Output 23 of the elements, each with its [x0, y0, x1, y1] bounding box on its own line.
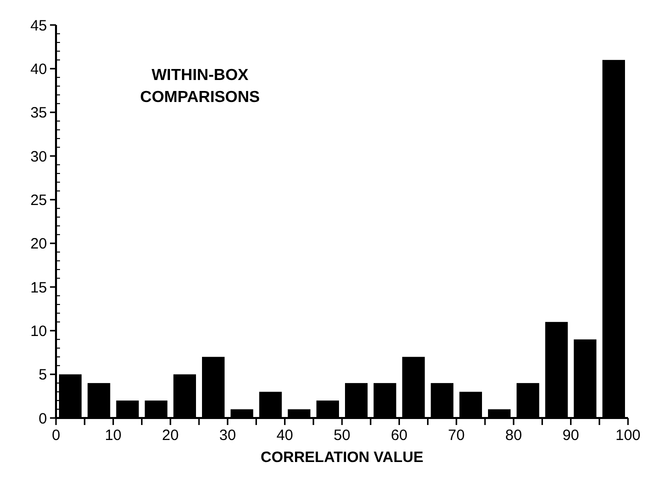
- y-tick-label: 10: [30, 322, 47, 340]
- x-tick-label: 100: [615, 427, 641, 444]
- y-tick-label: 45: [30, 17, 47, 34]
- x-axis-title: CORRELATION VALUE: [260, 449, 424, 466]
- x-tick-label: 50: [334, 427, 350, 444]
- y-tick-label: 25: [30, 192, 47, 209]
- x-tick-label: 90: [562, 427, 580, 444]
- y-tick-label: 15: [30, 279, 47, 296]
- y-tick-label: 0: [38, 410, 47, 428]
- y-tick-label: 35: [30, 104, 47, 122]
- y-tick-label: 30: [30, 148, 47, 166]
- x-tick-label: 10: [104, 427, 122, 444]
- x-tick-label: 0: [52, 427, 60, 444]
- y-tick-label: 40: [30, 60, 47, 78]
- x-tick-label: 30: [219, 427, 236, 444]
- x-tick-label: 40: [276, 427, 294, 444]
- text: WITHIN-BOX COMPARISONS: [140, 67, 260, 106]
- x-tick-label: 80: [505, 427, 522, 444]
- x-tick-label: 60: [390, 427, 408, 444]
- x-tick-label: 70: [448, 427, 465, 444]
- x-tick-label: 20: [162, 427, 179, 444]
- y-tick-label: 20: [30, 236, 47, 253]
- y-tick-label: 5: [38, 366, 47, 384]
